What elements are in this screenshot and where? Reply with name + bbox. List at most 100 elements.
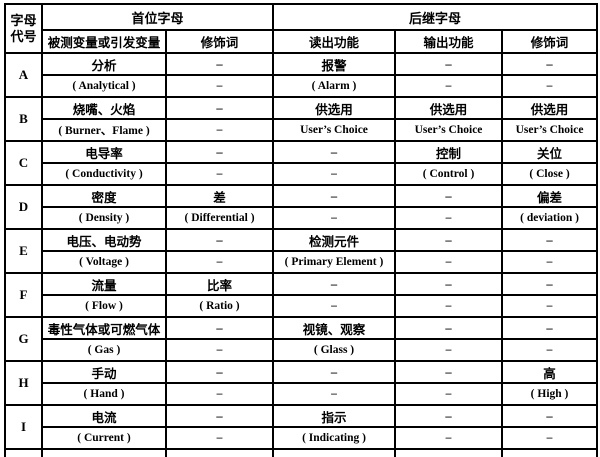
table-row-en: ( Gas ) –( Glass ) – –: [5, 338, 599, 362]
header-measured-variable: 被测变量或引发变量: [41, 29, 167, 54]
cell-en: –: [272, 206, 397, 230]
cell-cn: 供选用: [501, 96, 599, 120]
cell-cn: 供选用: [394, 96, 504, 120]
cell-cn: –: [501, 272, 599, 296]
cell-en: –: [272, 294, 397, 318]
cell-cn: 电导率: [41, 140, 167, 164]
cell-partial: [41, 448, 167, 457]
cell-cn: 高: [501, 360, 599, 384]
cell-cn: 报警: [272, 52, 397, 76]
header-output-function: 输出功能: [394, 29, 504, 54]
letter-cell: B: [4, 96, 43, 142]
letter-cell: H: [4, 360, 43, 406]
table-row-en: ( Current ) –( Indicating ) – –: [5, 426, 599, 450]
table-row-en: ( Flow )( Ratio ) – – –: [5, 294, 599, 318]
cell-en: ( Density ): [41, 206, 167, 230]
cell-cn: 毒性气体或可燃气体: [41, 316, 167, 340]
cell-cn: –: [394, 184, 504, 208]
cell-cn: 关位: [501, 140, 599, 164]
cell-cn: –: [394, 360, 504, 384]
table-row-cn: G 毒性气体或可燃气体 – 视镜、观察 – –: [4, 316, 599, 362]
cell-en: ( Gas ): [41, 338, 167, 362]
cell-en: ( Analytical ): [41, 74, 167, 98]
cell-en: –: [272, 382, 397, 406]
table-row-cn: B 烧嘴、火焰 – 供选用 供选用 供选用: [4, 96, 599, 142]
cell-cn: 供选用: [272, 96, 397, 120]
cell-en: –: [164, 426, 275, 450]
header-letter-code-line2: 代号: [10, 28, 37, 44]
letter-cell: A: [4, 52, 43, 98]
header-modifier-succeeding: 修饰词: [501, 29, 599, 54]
letter-code-table: 字母 代号 首位字母 后继字母 被测变量或引发变量 修饰词 读出功能 输出功能 …: [4, 3, 599, 457]
letter-cell: C: [4, 140, 43, 186]
cell-en: –: [501, 294, 599, 318]
cell-en: User’s Choice: [394, 118, 504, 142]
cell-en: ( Control ): [394, 162, 504, 186]
cell-cn: 电压、电动势: [41, 228, 167, 252]
cell-cn: 视镜、观察: [272, 316, 397, 340]
cell-partial: [272, 448, 397, 457]
header-letter-code-line1: 字母: [10, 12, 37, 28]
cell-en: ( Alarm ): [272, 74, 397, 98]
cell-en: –: [164, 74, 275, 98]
cell-en: –: [501, 338, 599, 362]
cell-cn: –: [501, 52, 599, 76]
cell-en: ( Current ): [41, 426, 167, 450]
cell-en: ( Primary Element ): [272, 250, 397, 274]
cell-en: User’s Choice: [501, 118, 599, 142]
table-row-cn: D 密度差 – – 偏差: [4, 184, 599, 230]
letter-cell-partial: [4, 448, 43, 457]
cell-en: –: [164, 382, 275, 406]
cell-cn: 指示: [272, 404, 397, 428]
cell-cn: 密度: [41, 184, 167, 208]
table-header: 字母 代号 首位字母 后继字母 被测变量或引发变量 修饰词 读出功能 输出功能 …: [4, 3, 599, 54]
cell-en: –: [501, 426, 599, 450]
cell-en: –: [394, 206, 504, 230]
cell-cn: 偏差: [501, 184, 599, 208]
cell-cn: –: [394, 52, 504, 76]
table-row-en: ( Hand ) – – –( High ): [5, 382, 599, 406]
cell-cn: 烧嘴、火焰: [41, 96, 167, 120]
cell-cn: –: [394, 228, 504, 252]
cell-en: User’s Choice: [272, 118, 397, 142]
cell-cn: 检测元件: [272, 228, 397, 252]
cell-en: –: [394, 294, 504, 318]
letter-cell: E: [4, 228, 43, 274]
table-row-en: ( Analytical ) –( Alarm ) – –: [5, 74, 599, 98]
cell-cn: –: [394, 272, 504, 296]
cell-cn: –: [164, 52, 275, 76]
cell-en: ( Indicating ): [272, 426, 397, 450]
cell-en: –: [164, 118, 275, 142]
table-partial-next-row: [4, 448, 599, 457]
header-row-sub: 被测变量或引发变量 修饰词 读出功能 输出功能 修饰词: [5, 29, 599, 54]
cell-cn: –: [164, 228, 275, 252]
table-body: A 分析 – 报警 – –( Analytical ) –( Alarm ) – – B 烧嘴、火焰…: [4, 52, 599, 450]
cell-en: ( Differential ): [164, 206, 275, 230]
cell-en: ( Ratio ): [164, 294, 275, 318]
cell-en: ( deviation ): [501, 206, 599, 230]
cell-cn: 电流: [41, 404, 167, 428]
cell-cn: –: [164, 360, 275, 384]
cell-en: –: [164, 250, 275, 274]
cell-cn: 手动: [41, 360, 167, 384]
header-letter-code: 字母 代号: [4, 3, 43, 54]
header-succeeding-letter: 后继字母: [272, 3, 599, 31]
letter-cell: D: [4, 184, 43, 230]
cell-cn: –: [164, 316, 275, 340]
cell-cn: –: [501, 404, 599, 428]
header-row-top: 字母 代号 首位字母 后继字母: [4, 3, 599, 54]
cell-cn: –: [272, 272, 397, 296]
table-row-partial: [4, 448, 599, 457]
cell-en: –: [272, 162, 397, 186]
table-row-cn: F 流量 比率 – – –: [4, 272, 599, 318]
cell-cn: –: [272, 360, 397, 384]
cell-cn: 差: [164, 184, 275, 208]
letter-cell: F: [4, 272, 43, 318]
header-first-letter: 首位字母: [40, 3, 275, 31]
cell-cn: –: [501, 228, 599, 252]
cell-cn: –: [501, 316, 599, 340]
cell-cn: 流量: [41, 272, 167, 296]
table-row-en: ( Density )( Differential ) – –( deviation…: [5, 206, 599, 230]
cell-en: –: [394, 250, 504, 274]
